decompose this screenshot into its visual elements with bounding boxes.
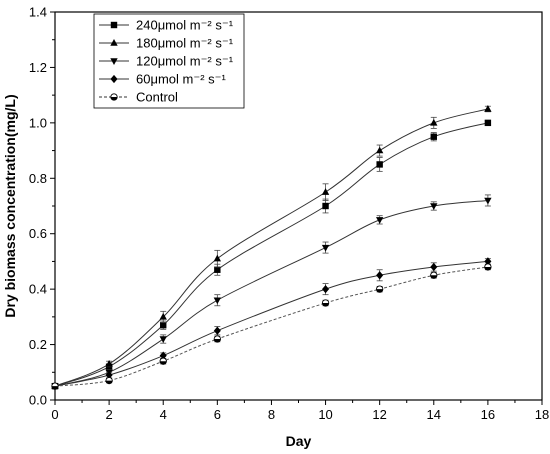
y-tick-label: 0.0 — [29, 393, 47, 408]
legend-label: 60μmol m⁻² s⁻¹ — [136, 72, 227, 87]
series-line — [54, 108, 489, 387]
legend-marker — [110, 21, 118, 29]
data-point — [159, 357, 167, 365]
legend-label: 120μmol m⁻² s⁻¹ — [136, 54, 234, 69]
data-point — [321, 299, 330, 307]
data-point — [51, 382, 59, 390]
x-tick-label: 18 — [535, 407, 549, 422]
y-tick-label: 1.4 — [29, 5, 47, 20]
data-point — [484, 197, 492, 205]
data-point — [213, 297, 222, 305]
data-point — [213, 326, 221, 335]
y-tick-label: 0.6 — [29, 226, 47, 241]
data-point — [105, 359, 113, 367]
legend: 240μmol m⁻² s⁻¹ 180μmol m⁻² s⁻¹ 120μmol m⁻… — [93, 13, 245, 109]
marker-fill — [51, 386, 59, 390]
data-point — [160, 321, 167, 329]
data-point — [484, 119, 492, 127]
data-point — [430, 271, 438, 279]
marker-fill — [322, 303, 329, 307]
data-point — [105, 376, 113, 385]
y-tick-label: 1.2 — [29, 60, 47, 75]
x-tick-label: 2 — [105, 407, 112, 422]
series-line — [54, 260, 488, 387]
data-point — [430, 118, 438, 126]
marker-fill — [105, 380, 113, 384]
data-point — [322, 202, 329, 210]
data-point — [484, 105, 492, 112]
x-tick-label: 8 — [268, 407, 275, 422]
marker-fill — [430, 275, 437, 279]
y-tick-label: 0.4 — [29, 282, 47, 297]
data-point — [159, 351, 167, 360]
x-tick-label: 14 — [427, 407, 441, 422]
legend-marker — [110, 58, 118, 65]
series-line — [54, 199, 488, 387]
axes: 0 2 4 6 8 10 12 14 16 18 0.0 0.2 0.4 0.6 0.8 1.0 1.2 1.4 — [29, 5, 549, 423]
x-axis-title: Day — [286, 433, 312, 449]
data-point — [321, 188, 330, 195]
data-point — [321, 244, 330, 252]
marker-fill — [376, 289, 383, 293]
data-point — [213, 335, 221, 343]
x-tick-label: 10 — [318, 407, 332, 422]
marker-fill — [214, 339, 221, 343]
data-point — [159, 312, 167, 320]
y-axis-title: Dry biomass concentration(mg/L) — [2, 94, 18, 317]
series-5 — [51, 263, 492, 390]
data-point — [484, 263, 492, 271]
x-tick-label: 16 — [481, 407, 495, 422]
data-point — [375, 217, 384, 224]
legend-label: 240μmol m⁻² s⁻¹ — [136, 18, 234, 33]
series-line — [54, 122, 489, 387]
x-tick-label: 4 — [160, 407, 167, 422]
y-tick-label: 0.8 — [29, 171, 47, 186]
legend-marker — [110, 93, 118, 101]
data-point — [375, 146, 384, 154]
y-tick-label: 0.2 — [29, 337, 47, 352]
data-point — [430, 262, 438, 272]
series-2 — [51, 105, 492, 389]
data-point — [105, 370, 113, 380]
data-point — [322, 284, 330, 294]
data-point — [214, 266, 221, 273]
data-point — [376, 161, 383, 168]
data-point — [430, 203, 438, 210]
series-1 — [51, 119, 492, 390]
data-point — [213, 254, 222, 262]
data-point — [376, 285, 384, 293]
data-point — [484, 257, 492, 266]
x-tick-label: 0 — [51, 407, 58, 422]
data-point — [376, 271, 384, 280]
marker-fill — [484, 266, 492, 271]
marker-fill — [160, 361, 167, 365]
x-tick-label: 6 — [214, 407, 221, 422]
y-tick-label: 1.0 — [29, 115, 47, 130]
legend-marker — [110, 74, 118, 84]
legend-marker — [110, 39, 118, 46]
series-line — [54, 266, 488, 387]
marker-fill — [110, 97, 118, 101]
legend-label: Control — [136, 90, 178, 105]
data-point — [159, 336, 167, 344]
data-point — [430, 133, 437, 140]
series-layer — [51, 105, 492, 391]
x-tick-label: 12 — [372, 407, 386, 422]
legend-label: 180μmol m⁻² s⁻¹ — [136, 36, 234, 51]
